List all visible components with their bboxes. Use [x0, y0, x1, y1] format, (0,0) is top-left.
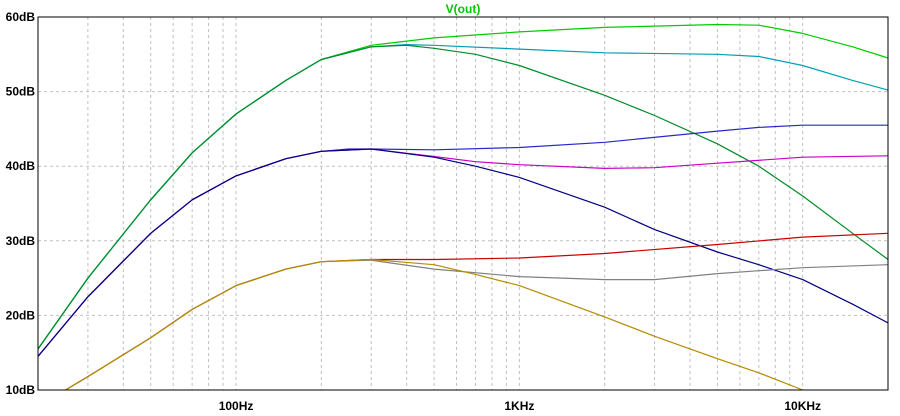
x-tick-label: 1KHz	[504, 399, 534, 413]
y-tick-label: 20dB	[6, 308, 36, 322]
series-line-6	[37, 148, 889, 357]
y-tick-label: 30dB	[6, 234, 36, 248]
series-line-1	[37, 23, 889, 350]
tick-labels: 10dB 20dB 30dB 40dB 50dB 60dB 100Hz 1KHz 10KHz	[6, 10, 821, 413]
plot-frame	[37, 16, 889, 391]
series-line-3	[37, 44, 889, 350]
grid	[38, 17, 888, 390]
chart-title: V(out)	[446, 2, 481, 16]
y-tick-label: 50dB	[6, 85, 36, 99]
series-layer	[37, 23, 889, 391]
series-line-9	[65, 258, 803, 391]
y-tick-label: 60dB	[6, 10, 36, 24]
x-tick-label: 10KHz	[784, 399, 821, 413]
series-line-5	[37, 148, 889, 357]
series-line-2	[37, 44, 889, 350]
x-tick-label: 100Hz	[219, 399, 254, 413]
y-tick-label: 40dB	[6, 159, 36, 173]
y-tick-label: 10dB	[6, 383, 36, 397]
series-line-8	[65, 259, 889, 391]
